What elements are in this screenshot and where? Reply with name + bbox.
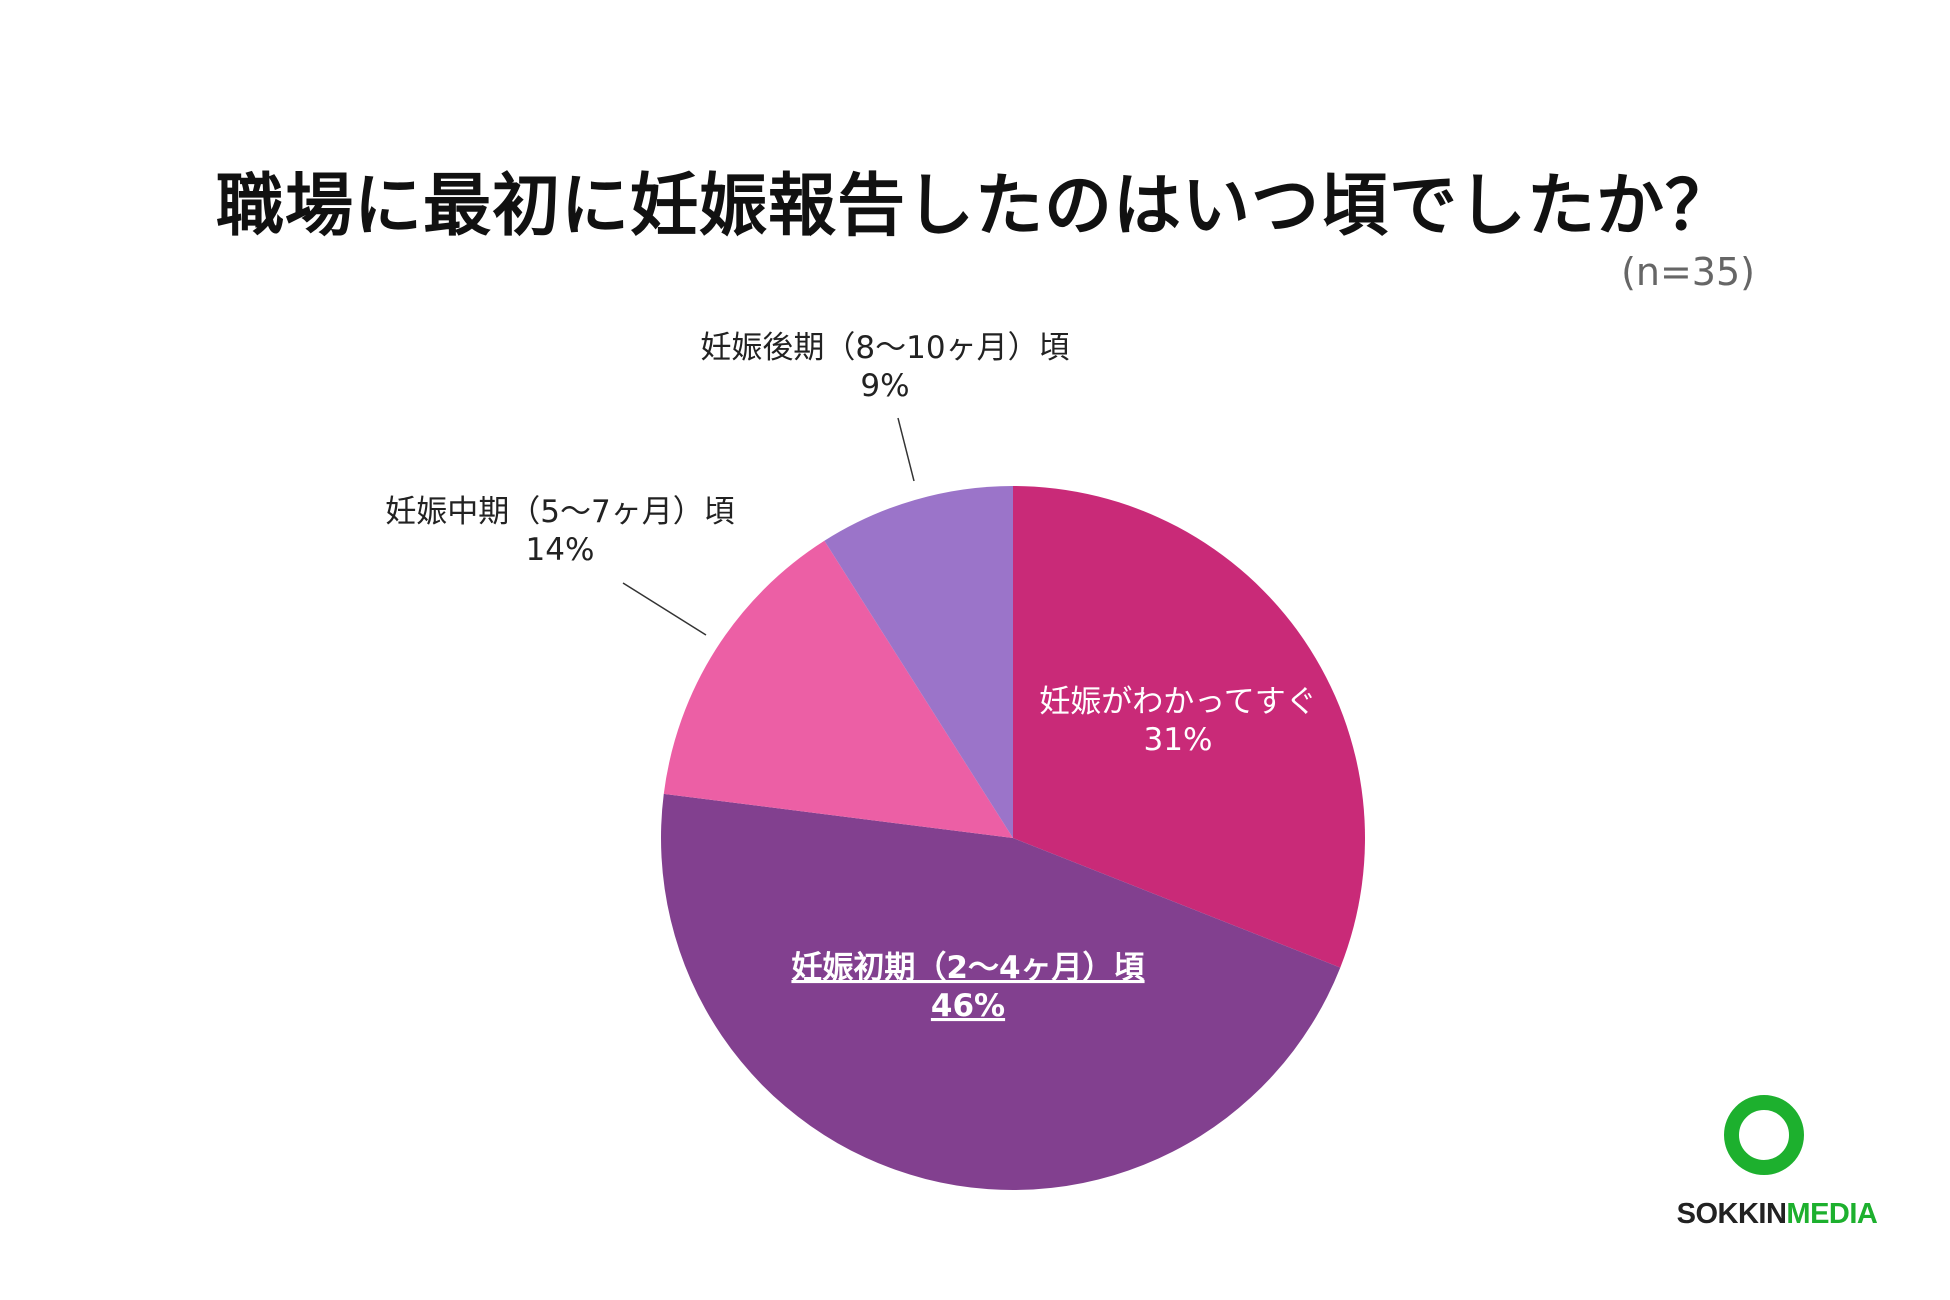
pie-slice: [663, 540, 1013, 838]
logo-text: SOKKINMEDIA: [1672, 1198, 1882, 1231]
page-title: 職場に最初に妊娠報告したのはいつ頃でしたか？: [215, 167, 1734, 246]
sample-size: (n=35): [1621, 250, 1755, 294]
pie-slice: [824, 486, 1013, 838]
logo-ring-icon: [1724, 1095, 1804, 1175]
logo-text-part1: SOKKIN: [1676, 1198, 1787, 1230]
sokkin-media-logo: SOKKINMEDIA: [1672, 1090, 1882, 1230]
pie-slice: [660, 793, 1341, 1191]
pie-slice: [1013, 486, 1366, 968]
leader-line: [622, 582, 707, 636]
slice-label: 妊娠中期（5〜7ヶ月）頃: [385, 494, 734, 530]
logo-text-part2: MEDIA: [1786, 1198, 1878, 1230]
slice-label: 妊娠後期（8〜10ヶ月）頃: [700, 330, 1069, 366]
slice-label: 妊娠初期（2〜4ヶ月）頃: [791, 950, 1144, 986]
slice-value-label: 9%: [860, 368, 909, 404]
slice-label: 妊娠がわかってすぐ: [1039, 684, 1316, 720]
slice-value-label: 46%: [931, 988, 1005, 1024]
slice-value-label: 14%: [526, 532, 595, 568]
leader-line: [897, 417, 915, 482]
slice-value-label: 31%: [1144, 722, 1213, 758]
